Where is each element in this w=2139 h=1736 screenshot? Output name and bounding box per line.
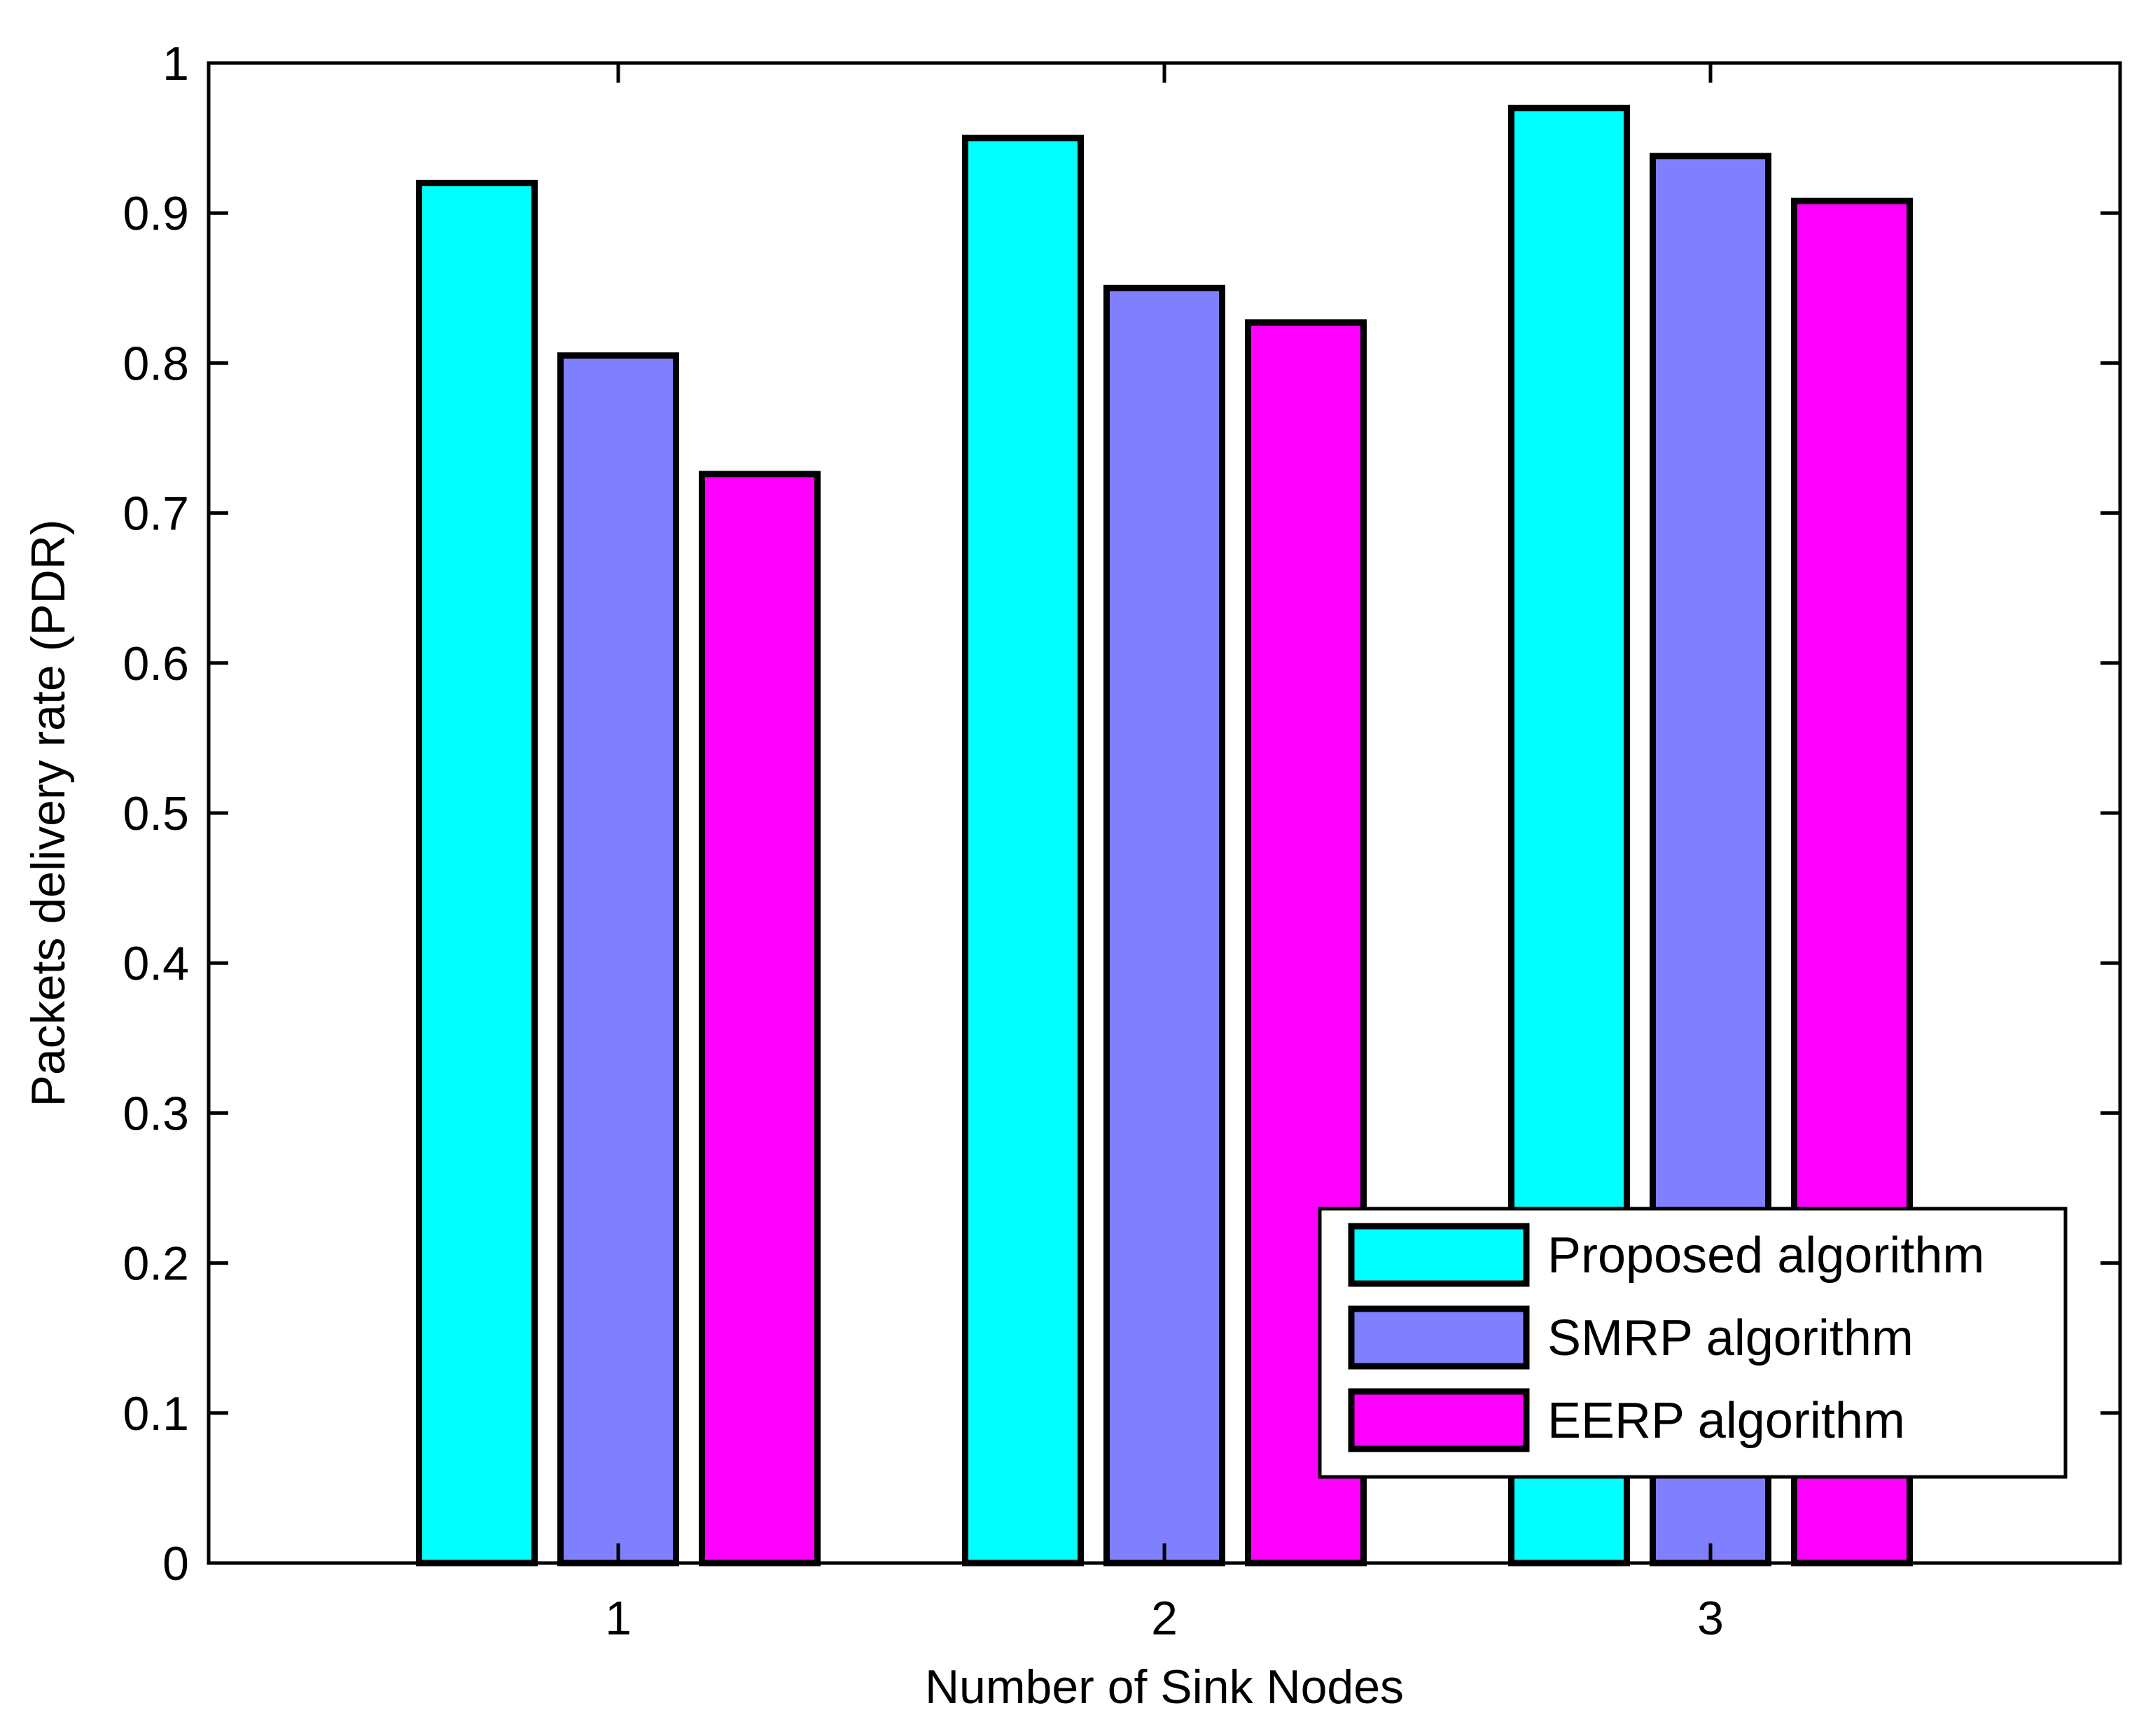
y-tick-label: 0.2 [123,1237,189,1291]
legend-swatch-proposed-algorithm [1348,1223,1530,1287]
bars-group [416,104,1913,1567]
x-tick-label: 3 [1697,1592,1724,1645]
y-tick-label: 0 [162,1537,189,1590]
bar-smrp-algorithm-1 [557,352,679,1567]
legend: Proposed algorithm SMRP algorithm EERP alg… [1318,1207,2068,1479]
y-tick-label: 0.6 [123,637,189,690]
bar-eerp-algorithm-1 [699,471,821,1567]
y-tick-label: 0.1 [123,1387,189,1440]
x-axis-label: Number of Sink Nodes [925,1660,1404,1714]
y-tick-label: 0.3 [123,1087,189,1140]
y-tick-label: 1 [162,37,189,90]
y-tick-label: 0.9 [123,187,189,240]
y-tick-label: 0.7 [123,487,189,541]
x-tick-label: 1 [605,1592,632,1645]
y-tick-label: 0.5 [123,787,189,840]
legend-label: SMRP algorithm [1547,1310,1914,1366]
x-tick-label: 2 [1151,1592,1178,1645]
legend-swatch-smrp-algorithm [1348,1305,1530,1370]
tick-labels-group: 1 2 3 0 0.1 0.2 0.3 0.4 0.5 0.6 0.7 0.8 0.9 1 [123,37,1723,1645]
axes-frame [207,61,2122,1565]
legend-label: Proposed algorithm [1547,1228,1984,1284]
legend-swatch-eerp-algorithm [1348,1388,1530,1452]
bar-smrp-algorithm-2 [1103,284,1225,1567]
y-axis-label: Packets delivery rate (PDR) [22,520,75,1107]
y-tick-label: 0.8 [123,337,189,390]
bar-proposed-algorithm-1 [416,179,538,1567]
legend-label: EERP algorithm [1547,1393,1905,1449]
y-tick-label: 0.4 [123,937,189,990]
bar-proposed-algorithm-2 [962,134,1084,1567]
